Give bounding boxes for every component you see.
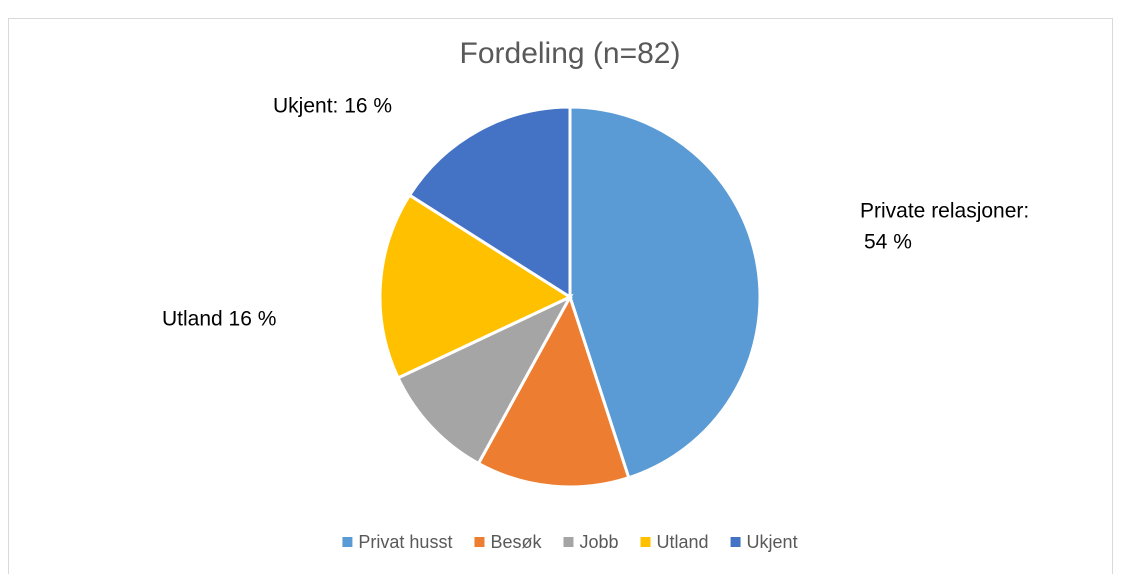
legend-swatch [342, 537, 353, 547]
pie-slice [476, 293, 631, 489]
annotation: Private relasjoner: [860, 200, 1029, 223]
legend-swatch [563, 537, 574, 547]
legend-label: Utland [657, 532, 709, 552]
legend-label: Ukjent [747, 532, 798, 552]
legend-swatch [474, 537, 485, 547]
pie-slice [378, 193, 574, 380]
legend-label: Jobb [579, 532, 618, 552]
pie-slice [396, 293, 574, 466]
pie-slice [568, 105, 762, 480]
legend-label: Besøk [490, 532, 542, 552]
legend-swatch [730, 537, 741, 547]
legend-swatch [640, 537, 651, 547]
chart-title: Fordeling (n=82) [460, 37, 681, 70]
annotation: 54 % [864, 231, 912, 254]
pie-slice [407, 105, 572, 300]
annotation: Ukjent: 16 % [273, 95, 392, 118]
legend-label: Privat husst [358, 532, 452, 552]
annotation: Utland 16 % [162, 308, 276, 331]
